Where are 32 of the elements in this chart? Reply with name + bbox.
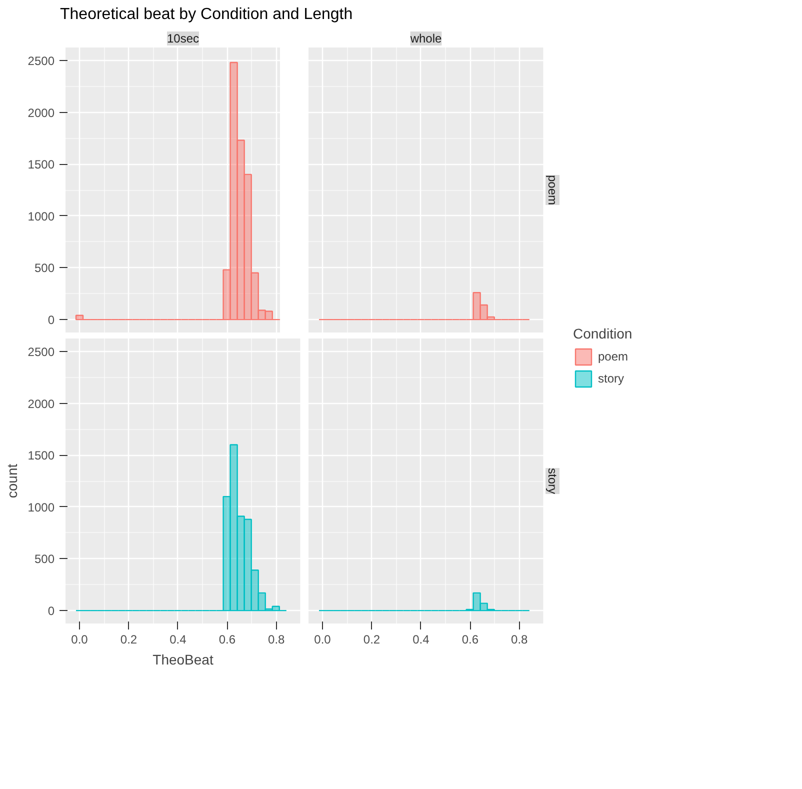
y-tick-label: 500	[34, 261, 55, 276]
y2-axis-title: poem	[546, 174, 560, 205]
x-tick-label: 0.4	[412, 632, 430, 646]
y-tick-label: 0	[48, 312, 55, 327]
legend-label: poem	[598, 349, 628, 364]
x-tick-label: 0.8	[268, 632, 286, 646]
x-tick-label: 0.8	[511, 632, 528, 646]
x-axis-title: TheoBeat	[152, 651, 214, 668]
x-tick-label: 0.0	[314, 632, 332, 646]
x-tick-label: 0.2	[120, 632, 138, 646]
y-tick-label: 1000	[28, 209, 55, 224]
chart-subtitle: whole	[409, 31, 442, 46]
y-axis-title: count	[4, 464, 20, 498]
y-tick-label: 1500	[28, 157, 55, 172]
legend-title: Condition	[573, 325, 632, 342]
y-tick-label: 2000	[28, 106, 55, 120]
x-tick-label: 0.4	[170, 632, 187, 646]
y-tick-label: 2000	[28, 396, 55, 411]
x-tick-label: 0.6	[462, 632, 479, 646]
x-tick-label: 0.0	[71, 632, 88, 646]
chart-title: Theoretical beat by Condition and Length	[60, 5, 353, 25]
y-tick-label: 1000	[28, 500, 55, 514]
y-tick-label: 0	[48, 604, 55, 618]
y2-axis-title: story	[546, 468, 560, 494]
x-tick-label: 0.2	[363, 632, 380, 646]
y-tick-label: 1500	[28, 448, 55, 462]
y-tick-label: 2500	[28, 54, 55, 68]
x-tick-label: 0.6	[218, 632, 236, 646]
y-tick-label: 500	[34, 552, 55, 566]
legend-label: story	[598, 371, 624, 386]
chart-subtitle: 10sec	[166, 31, 200, 46]
y-tick-label: 2500	[28, 344, 55, 359]
